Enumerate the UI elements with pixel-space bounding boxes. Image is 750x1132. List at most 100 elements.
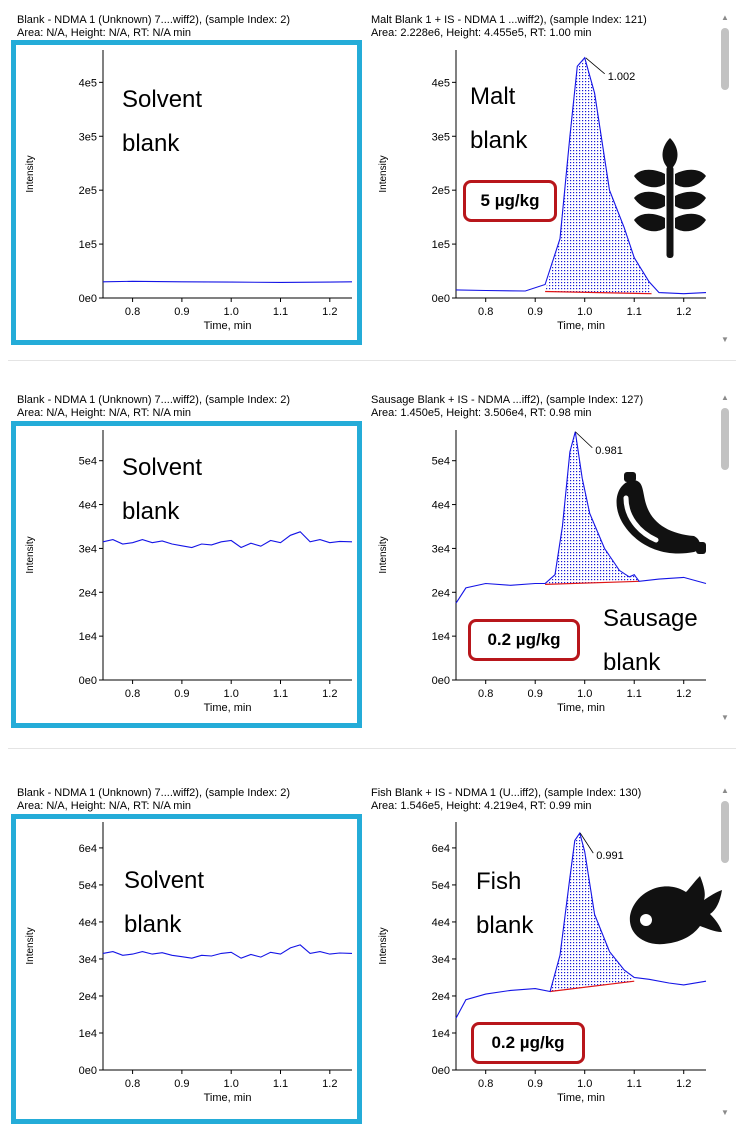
y-tick-label: 5e4 <box>432 456 450 468</box>
peak-baseline <box>549 980 635 993</box>
y-tick-label: 3e5 <box>432 131 450 143</box>
y-tick-label: 0e0 <box>432 675 450 687</box>
x-tick-label: 0.8 <box>125 688 140 700</box>
y-tick-label: 2e5 <box>432 185 450 197</box>
y-axis-label: Intensity <box>378 927 389 964</box>
x-tick-label: 0.8 <box>125 306 140 318</box>
peak-baseline <box>545 290 652 295</box>
x-tick-label: 1.2 <box>676 306 691 318</box>
peak-rt-label: 0.991 <box>596 850 624 862</box>
scroll-up-arrow-icon[interactable]: ▲ <box>721 393 729 402</box>
y-tick-label: 1e4 <box>432 631 450 643</box>
solvent-blank-frame <box>11 421 362 728</box>
y-tick-label: 1e4 <box>79 631 97 643</box>
panel-header-stats: Area: N/A, Height: N/A, RT: N/A min <box>17 27 192 39</box>
trace-line <box>102 944 353 959</box>
y-tick-label: 2e4 <box>432 991 450 1003</box>
scroll-thumb[interactable] <box>721 408 729 470</box>
scroll-thumb[interactable] <box>721 801 729 863</box>
x-tick-label: 0.9 <box>528 306 543 318</box>
x-tick-label: 1.2 <box>676 1078 691 1090</box>
panel-header-title: Sausage Blank + IS - NDMA ...iff2), (sam… <box>371 394 644 406</box>
y-tick-label: 6e4 <box>432 843 450 855</box>
x-tick-label: 0.8 <box>478 1078 493 1090</box>
x-axis-label: Time, min <box>557 702 605 714</box>
x-tick-label: 0.9 <box>174 688 189 700</box>
y-tick-label: 4e4 <box>432 500 450 512</box>
scroll-down-arrow-icon[interactable]: ▼ <box>721 1108 729 1117</box>
peak-area <box>550 833 635 992</box>
scrollbar[interactable]: ▲ ▼ <box>719 787 731 1121</box>
sausage-blank-label: Sausage blank <box>603 605 698 676</box>
peak-rt-label: 1.002 <box>608 71 636 83</box>
panel-header-title: Fish Blank + IS - NDMA 1 (U...iff2), (sa… <box>371 787 642 799</box>
y-tick-label: 4e4 <box>79 917 97 929</box>
y-tick-label: 0e0 <box>432 1065 450 1077</box>
x-tick-label: 1.0 <box>577 306 592 318</box>
y-tick-label: 2e4 <box>79 991 97 1003</box>
y-tick-label: 2e4 <box>79 587 97 599</box>
scrollbar[interactable]: ▲ ▼ <box>719 14 731 349</box>
y-axis-label: Intensity <box>378 155 389 192</box>
x-tick-label: 1.0 <box>224 688 239 700</box>
y-tick-label: 1e4 <box>432 1028 450 1040</box>
panel-header-stats: Area: N/A, Height: N/A, RT: N/A min <box>17 800 192 812</box>
panel-header-title: Malt Blank 1 + IS - NDMA 1 ...wiff2), (s… <box>371 14 647 26</box>
x-tick-label: 1.0 <box>577 1078 592 1090</box>
solvent-blank-label: Solvent blank <box>124 867 205 938</box>
x-tick-label: 1.0 <box>577 688 592 700</box>
trace-line <box>455 56 707 295</box>
fish-blank-label: Fish blank <box>476 868 534 939</box>
scrollbar[interactable]: ▲ ▼ <box>719 394 731 726</box>
x-tick-label: 0.9 <box>174 1078 189 1090</box>
x-tick-label: 0.8 <box>478 688 493 700</box>
wheat-icon <box>634 138 706 258</box>
solvent-blank-label: Solvent blank <box>122 86 203 157</box>
y-tick-label: 4e4 <box>79 500 97 512</box>
panel-header-stats: Area: 1.450e5, Height: 3.506e4, RT: 0.98… <box>371 407 592 419</box>
malt-blank-label: Malt blank <box>470 83 528 154</box>
x-tick-label: 1.1 <box>273 1078 288 1090</box>
x-tick-label: 0.9 <box>528 1078 543 1090</box>
scroll-up-arrow-icon[interactable]: ▲ <box>721 786 729 795</box>
sausage-icon <box>616 472 706 554</box>
y-tick-label: 0e0 <box>79 675 97 687</box>
scroll-down-arrow-icon[interactable]: ▼ <box>721 713 729 722</box>
scroll-thumb[interactable] <box>721 28 729 90</box>
row-separator <box>8 360 736 361</box>
y-tick-label: 0e0 <box>79 1065 97 1077</box>
solvent-blank-frame <box>11 814 362 1124</box>
x-tick-label: 1.0 <box>224 1078 239 1090</box>
x-tick-label: 1.1 <box>627 306 642 318</box>
concentration-badge: 0.2 µg/kg <box>471 1022 585 1064</box>
trace-line <box>455 831 707 1019</box>
peak-baseline <box>545 580 640 585</box>
solvent-blank-frame <box>11 40 362 345</box>
panel-header-stats: Area: N/A, Height: N/A, RT: N/A min <box>17 407 192 419</box>
x-tick-label: 0.8 <box>125 1078 140 1090</box>
y-axis-label: Intensity <box>25 155 36 192</box>
y-tick-label: 1e4 <box>79 1028 97 1040</box>
y-axis-label: Intensity <box>25 927 36 964</box>
panel-header-title: Blank - NDMA 1 (Unknown) 7....wiff2), (s… <box>17 394 291 406</box>
x-tick-label: 1.1 <box>273 306 288 318</box>
scroll-up-arrow-icon[interactable]: ▲ <box>721 13 729 22</box>
x-axis-label: Time, min <box>557 320 605 332</box>
y-tick-label: 1e5 <box>79 239 97 251</box>
y-tick-label: 6e4 <box>79 843 97 855</box>
panel-header-stats: Area: 2.228e6, Height: 4.455e5, RT: 1.00… <box>371 27 592 39</box>
y-tick-label: 4e4 <box>432 917 450 929</box>
x-tick-label: 0.8 <box>478 306 493 318</box>
x-axis-label: Time, min <box>204 320 252 332</box>
scroll-down-arrow-icon[interactable]: ▼ <box>721 335 729 344</box>
peak-area <box>545 57 652 294</box>
y-tick-label: 3e4 <box>79 954 97 966</box>
solvent-blank-label: Solvent blank <box>122 454 203 525</box>
x-axis-label: Time, min <box>557 1092 605 1104</box>
y-tick-label: 5e4 <box>79 880 97 892</box>
y-tick-label: 2e5 <box>79 185 97 197</box>
